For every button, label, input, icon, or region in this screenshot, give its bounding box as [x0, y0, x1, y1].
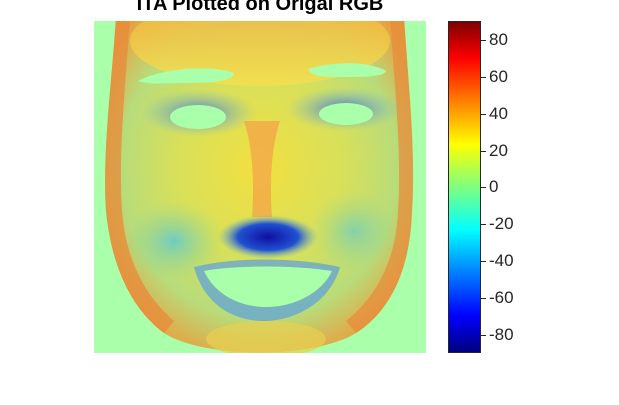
colorbar-tick: [481, 114, 486, 115]
colorbar-tick-label: -80: [489, 325, 514, 344]
colorbar-tick: [481, 77, 486, 78]
colorbar-tick-label: 40: [489, 104, 508, 123]
colorbar-tick-label: 20: [489, 141, 508, 160]
right-eyebrow-region: [308, 63, 386, 77]
colorbar-tick-label: -60: [489, 288, 514, 307]
colorbar-tick: [481, 261, 486, 262]
colorbar-tick-label: 80: [489, 30, 508, 49]
colorbar-tick: [481, 187, 486, 188]
ita-face-image: [94, 21, 426, 353]
colorbar-tick: [481, 40, 486, 41]
colorbar-tick: [481, 298, 486, 299]
plot-title: ITA Plotted on Origal RGB: [136, 0, 384, 15]
colorbar-tick-label: 0: [489, 177, 499, 196]
colorbar-tick: [481, 151, 486, 152]
right-eye-region: [319, 103, 373, 125]
colorbar-tick-label: -40: [489, 251, 514, 270]
mouth-region: [204, 266, 332, 307]
colorbar-tick-label: 60: [489, 67, 508, 86]
nose-shadow-region: [218, 215, 318, 259]
left-eye-region: [170, 105, 226, 129]
colorbar-tick-label: -20: [489, 214, 514, 233]
colorbar-tick: [481, 224, 486, 225]
colorbar-tick: [481, 335, 486, 336]
colorbar: [448, 21, 481, 353]
left-eyebrow-region: [138, 68, 234, 84]
